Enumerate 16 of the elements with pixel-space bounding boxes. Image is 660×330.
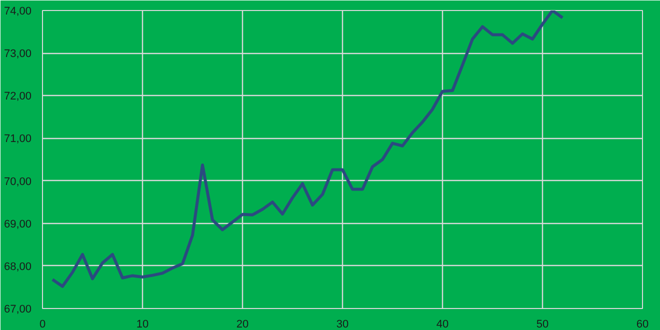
x-tick-label: 0 — [39, 318, 46, 330]
y-tick-label: 69,00 — [4, 218, 32, 230]
x-tick-label: 40 — [436, 318, 449, 330]
y-tick-label: 73,00 — [4, 48, 32, 60]
y-tick-label: 72,00 — [4, 90, 32, 103]
y-tick-label: 70,00 — [4, 176, 32, 188]
y-tick-label: 68,00 — [4, 260, 32, 273]
y-tick-label: 74,00 — [4, 6, 32, 18]
y-tick-label: 71,00 — [4, 133, 32, 146]
y-tick-label: 67,00 — [4, 304, 32, 316]
x-tick-label: 10 — [136, 318, 149, 330]
x-tick-label: 50 — [536, 318, 549, 330]
x-tick-label: 60 — [636, 318, 649, 330]
x-tick-label: 20 — [236, 318, 249, 330]
line-series — [51, 10, 564, 288]
x-tick-label: 30 — [336, 318, 349, 330]
